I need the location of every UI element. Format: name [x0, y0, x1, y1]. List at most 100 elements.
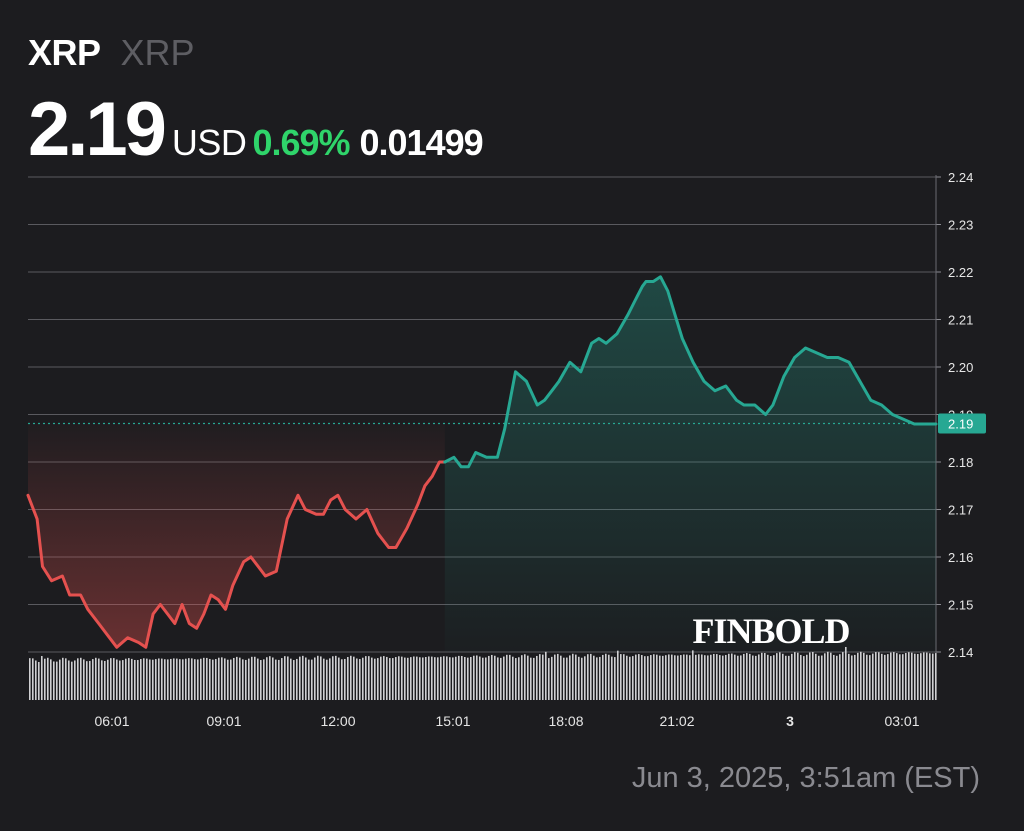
volume-bar [911, 652, 913, 700]
volume-bar [659, 655, 661, 700]
volume-bar [587, 654, 589, 700]
volume-bar [242, 659, 244, 700]
volume-bar [89, 660, 91, 700]
volume-bar [110, 658, 112, 700]
volume-bar [521, 655, 523, 700]
volume-bar [488, 655, 490, 700]
volume-bar [893, 652, 895, 700]
volume-bar [818, 655, 820, 700]
volume-bar [887, 654, 889, 700]
volume-bar [47, 657, 49, 700]
volume-bar [419, 657, 421, 700]
volume-bar [926, 652, 928, 700]
volume-bar [161, 658, 163, 700]
volume-bar [722, 655, 724, 700]
volume-bar [839, 654, 841, 700]
volume-bar [449, 657, 451, 700]
volume-bar [494, 655, 496, 700]
volume-bar [224, 658, 226, 700]
y-tick-label: 2.20 [948, 360, 973, 375]
volume-bars [29, 646, 937, 700]
volume-bar [821, 655, 823, 700]
volume-bar [257, 658, 259, 700]
volume-bar [332, 656, 334, 700]
volume-bar [299, 656, 301, 700]
y-tick-label: 2.24 [948, 170, 973, 185]
volume-bar [176, 658, 178, 700]
volume-bar [650, 655, 652, 700]
volume-bar [497, 657, 499, 700]
volume-bar [467, 657, 469, 700]
volume-bar [677, 655, 679, 700]
volume-bar [758, 654, 760, 700]
volume-bar [806, 654, 808, 700]
y-tick-label: 2.15 [948, 598, 973, 613]
volume-bar [314, 657, 316, 700]
volume-bar [74, 660, 76, 700]
volume-bar [353, 656, 355, 700]
volume-bar [563, 657, 565, 700]
area-fills [28, 276, 936, 652]
volume-bar [209, 658, 211, 700]
y-tick-label: 2.16 [948, 550, 973, 565]
volume-bar [371, 657, 373, 700]
volume-bar [737, 655, 739, 700]
volume-bar [104, 660, 106, 700]
volume-bar [281, 658, 283, 700]
volume-bar [593, 655, 595, 700]
volume-bar [710, 654, 712, 700]
volume-bar [815, 653, 817, 700]
volume-bar [476, 655, 478, 700]
x-axis-ticks: 06:01 09:01 12:00 15:01 18:08 21:02 3 03:01 [94, 713, 919, 729]
volume-bar [500, 657, 502, 700]
volume-bar [41, 656, 43, 700]
volume-bar [86, 661, 88, 700]
volume-bar [527, 655, 529, 700]
volume-bar [458, 655, 460, 700]
volume-bar [125, 658, 127, 700]
volume-bar [227, 659, 229, 700]
volume-bar [461, 656, 463, 700]
volume-bar [884, 654, 886, 700]
volume-bar [617, 650, 619, 700]
volume-bar [620, 654, 622, 700]
x-tick-label: 12:00 [320, 713, 355, 729]
footer-timestamp: Jun 3, 2025, 3:51am (EST) [631, 762, 980, 794]
volume-bar [725, 654, 727, 700]
volume-bar [410, 657, 412, 700]
y-tick-label: 2.17 [948, 503, 973, 518]
volume-bar [797, 652, 799, 700]
volume-bar [683, 654, 685, 700]
volume-bar [374, 658, 376, 700]
volume-bar [929, 653, 931, 700]
price-lines [26, 275, 938, 649]
volume-bar [719, 655, 721, 700]
volume-bar [854, 654, 856, 700]
volume-bar [647, 656, 649, 700]
up-area [444, 276, 936, 652]
asset-symbol-secondary: XRP [120, 32, 195, 73]
currency-label: USD [171, 122, 247, 163]
volume-bar [296, 658, 298, 700]
volume-bar [368, 656, 370, 700]
y-tick-label: 2.21 [948, 313, 973, 328]
volume-bar [671, 654, 673, 700]
volume-bar [146, 658, 148, 700]
volume-bar [674, 655, 676, 700]
volume-bar [767, 654, 769, 700]
volume-bar [638, 654, 640, 700]
volume-bar [98, 658, 100, 700]
y-tick-label: 2.22 [948, 265, 973, 280]
volume-bar [83, 659, 85, 700]
volume-bar [308, 659, 310, 700]
volume-bar [776, 653, 778, 700]
volume-bar [542, 654, 544, 700]
change-percent: 0.69% [252, 122, 350, 163]
volume-bar [812, 651, 814, 700]
volume-bar [35, 660, 37, 700]
x-tick-label: 21:02 [659, 713, 694, 729]
volume-bar [602, 654, 604, 700]
volume-bar [554, 654, 556, 700]
x-tick-label: 18:08 [548, 713, 583, 729]
volume-bar [932, 653, 934, 700]
